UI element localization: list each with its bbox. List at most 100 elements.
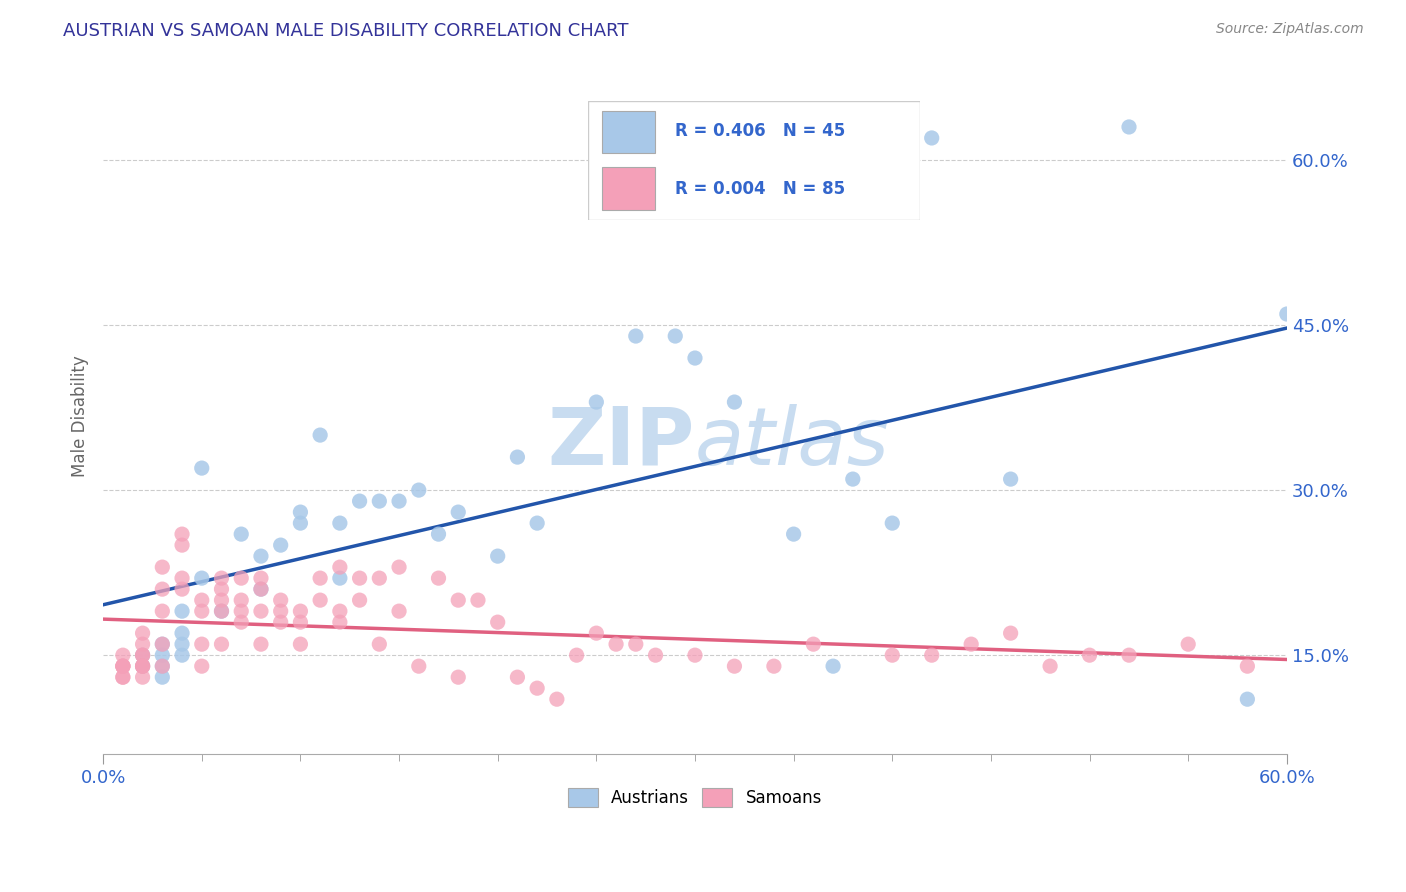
Point	[605, 637, 627, 651]
Point	[111, 659, 134, 673]
Point	[644, 648, 666, 662]
Text: AUSTRIAN VS SAMOAN MALE DISABILITY CORRELATION CHART: AUSTRIAN VS SAMOAN MALE DISABILITY CORRE…	[63, 22, 628, 40]
Point	[191, 593, 214, 607]
Point	[211, 593, 233, 607]
Point	[329, 615, 352, 629]
Point	[309, 571, 332, 585]
Point	[250, 604, 273, 618]
Point	[723, 659, 745, 673]
Legend: Austrians, Samoans: Austrians, Samoans	[561, 781, 828, 814]
Point	[624, 329, 647, 343]
Point	[1118, 120, 1140, 134]
Point	[1000, 472, 1022, 486]
Point	[131, 626, 153, 640]
Point	[546, 692, 568, 706]
Point	[170, 626, 193, 640]
Point	[211, 604, 233, 618]
Point	[526, 516, 548, 530]
Point	[131, 670, 153, 684]
Point	[882, 648, 904, 662]
Point	[170, 604, 193, 618]
Point	[211, 582, 233, 596]
Point	[111, 659, 134, 673]
Point	[170, 527, 193, 541]
Point	[506, 670, 529, 684]
Point	[111, 648, 134, 662]
Point	[290, 505, 312, 519]
Point	[1078, 648, 1101, 662]
Point	[762, 659, 785, 673]
Point	[526, 681, 548, 696]
Point	[368, 571, 391, 585]
Point	[1275, 307, 1298, 321]
Point	[1236, 659, 1258, 673]
Point	[723, 395, 745, 409]
Point	[290, 604, 312, 618]
Text: atlas: atlas	[695, 404, 890, 482]
Point	[624, 637, 647, 651]
Point	[191, 571, 214, 585]
Point	[250, 637, 273, 651]
Point	[486, 549, 509, 563]
Point	[270, 593, 292, 607]
Point	[150, 637, 173, 651]
Point	[131, 637, 153, 651]
Point	[565, 648, 588, 662]
Point	[842, 472, 865, 486]
Point	[250, 571, 273, 585]
Point	[231, 615, 253, 629]
Point	[683, 648, 706, 662]
Point	[150, 670, 173, 684]
Point	[467, 593, 489, 607]
Point	[349, 494, 371, 508]
Point	[921, 131, 943, 145]
Point	[111, 659, 134, 673]
Point	[150, 637, 173, 651]
Point	[170, 648, 193, 662]
Point	[388, 560, 411, 574]
Point	[150, 604, 173, 618]
Point	[231, 571, 253, 585]
Point	[823, 659, 845, 673]
Point	[408, 483, 430, 497]
Point	[664, 329, 686, 343]
Point	[191, 637, 214, 651]
Point	[150, 659, 173, 673]
Point	[882, 516, 904, 530]
Point	[131, 659, 153, 673]
Point	[447, 593, 470, 607]
Point	[427, 571, 450, 585]
Point	[801, 637, 824, 651]
Point	[368, 637, 391, 651]
Point	[270, 615, 292, 629]
Point	[1177, 637, 1199, 651]
Point	[231, 593, 253, 607]
Point	[329, 571, 352, 585]
Point	[131, 648, 153, 662]
Point	[270, 604, 292, 618]
Point	[270, 538, 292, 552]
Point	[349, 571, 371, 585]
Point	[231, 604, 253, 618]
Point	[427, 527, 450, 541]
Point	[290, 615, 312, 629]
Point	[329, 604, 352, 618]
Point	[782, 527, 804, 541]
Text: ZIP: ZIP	[548, 404, 695, 482]
Point	[1236, 692, 1258, 706]
Point	[368, 494, 391, 508]
Point	[211, 571, 233, 585]
Point	[250, 582, 273, 596]
Point	[250, 582, 273, 596]
Point	[250, 549, 273, 563]
Point	[1118, 648, 1140, 662]
Point	[191, 461, 214, 475]
Point	[150, 659, 173, 673]
Point	[111, 659, 134, 673]
Point	[309, 593, 332, 607]
Y-axis label: Male Disability: Male Disability	[72, 355, 89, 476]
Point	[131, 648, 153, 662]
Point	[111, 670, 134, 684]
Point	[683, 351, 706, 365]
Point	[150, 648, 173, 662]
